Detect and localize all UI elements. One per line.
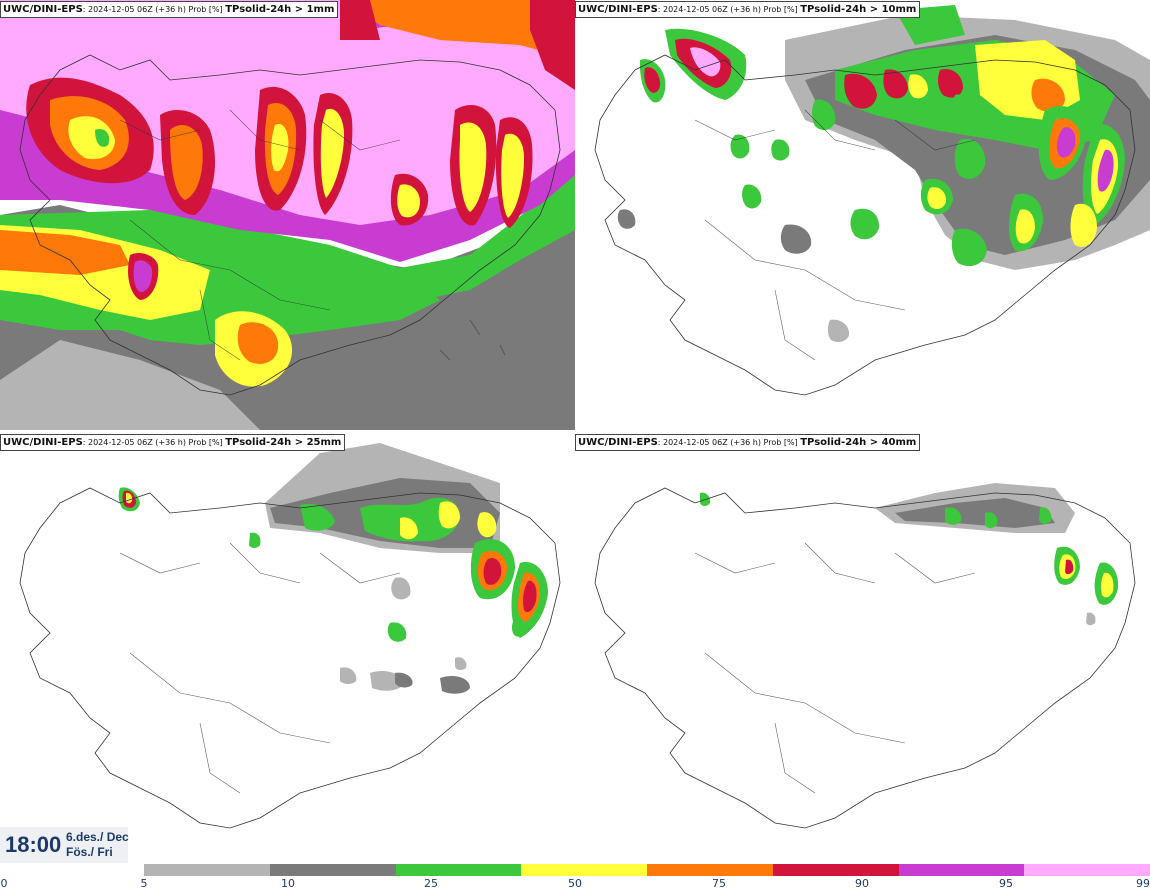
valid-day: Fös./ Fri	[66, 845, 113, 859]
iceland-map-40mm	[575, 433, 1150, 863]
colorbar-tick-label: 99	[1136, 877, 1150, 890]
run-info: : 2024-12-05 06Z (+36 h) Prob [%]	[82, 438, 226, 447]
colorbar-tick-label: 10	[281, 877, 295, 890]
panel-title: UWC/DINI-EPS: 2024-12-05 06Z (+36 h) Pro…	[575, 434, 921, 451]
colorbar-segment	[144, 864, 270, 876]
model-name: UWC/DINI-EPS	[3, 437, 83, 448]
valid-time-box: 18:00 6.des./ Dec Fös./ Fri	[0, 827, 129, 863]
parameter-label: TPsolid-24h > 10mm	[800, 4, 917, 15]
parameter-label: TPsolid-24h > 25mm	[225, 437, 342, 448]
probability-colorbar	[144, 864, 1150, 876]
valid-date: 6.des./ Dec	[66, 830, 129, 844]
run-info: : 2024-12-05 06Z (+36 h) Prob [%]	[657, 5, 801, 14]
colorbar-tick-label: 5	[140, 877, 148, 890]
map-panel-1mm: UWC/DINI-EPS: 2024-12-05 06Z (+36 h) Pro…	[0, 0, 575, 430]
panel-title: UWC/DINI-EPS: 2024-12-05 06Z (+36 h) Pro…	[575, 1, 921, 18]
panel-title: UWC/DINI-EPS: 2024-12-05 06Z (+36 h) Pro…	[0, 1, 339, 18]
colorbar-tick-label: 75	[712, 877, 726, 890]
map-panel-10mm: UWC/DINI-EPS: 2024-12-05 06Z (+36 h) Pro…	[575, 0, 1150, 430]
colorbar-segment	[898, 864, 1025, 876]
colorbar-tick-label: 25	[424, 877, 438, 890]
valid-time: 18:00	[5, 832, 62, 857]
colorbar-segment	[395, 864, 522, 876]
iceland-map-25mm	[0, 433, 575, 863]
colorbar-segment	[521, 864, 648, 876]
parameter-label: TPsolid-24h > 1mm	[225, 4, 335, 15]
parameter-label: TPsolid-24h > 40mm	[800, 437, 917, 448]
model-name: UWC/DINI-EPS	[578, 4, 658, 15]
colorbar-segment	[647, 864, 773, 876]
model-name: UWC/DINI-EPS	[578, 437, 658, 448]
map-panel-40mm: UWC/DINI-EPS: 2024-12-05 06Z (+36 h) Pro…	[575, 433, 1150, 863]
colorbar-segment	[1024, 864, 1150, 876]
iceland-map-1mm	[0, 0, 575, 430]
colorbar-tick-label: 90	[855, 877, 869, 890]
iceland-map-10mm	[575, 0, 1150, 430]
colorbar-tick-label: 50	[568, 877, 582, 890]
run-info: : 2024-12-05 06Z (+36 h) Prob [%]	[82, 5, 226, 14]
panel-title: UWC/DINI-EPS: 2024-12-05 06Z (+36 h) Pro…	[0, 434, 346, 451]
colorbar-tick-label: 0	[0, 877, 8, 890]
colorbar-segment	[269, 864, 396, 876]
map-panel-25mm: UWC/DINI-EPS: 2024-12-05 06Z (+36 h) Pro…	[0, 433, 575, 863]
model-name: UWC/DINI-EPS	[3, 4, 83, 15]
run-info: : 2024-12-05 06Z (+36 h) Prob [%]	[657, 438, 801, 447]
colorbar-segment	[772, 864, 899, 876]
colorbar-tick-label: 95	[999, 877, 1013, 890]
